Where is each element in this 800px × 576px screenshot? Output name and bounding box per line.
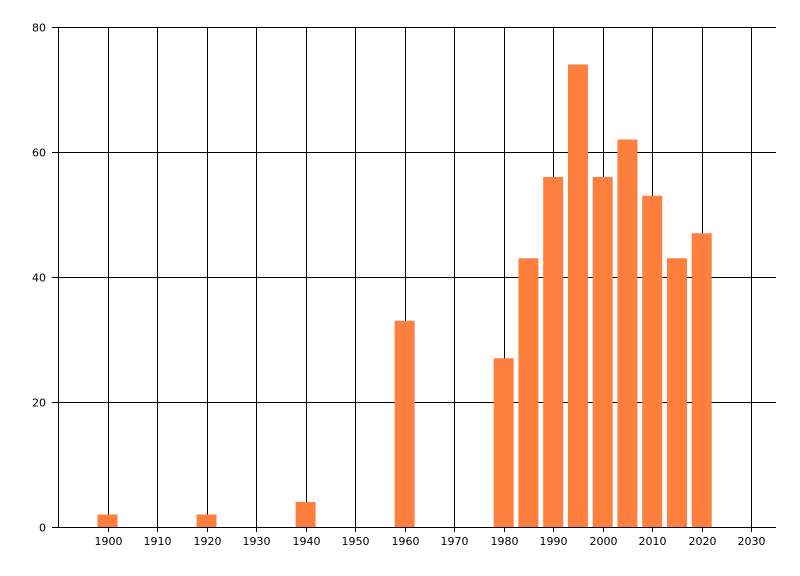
bar <box>666 258 687 527</box>
y-tick-label: 40 <box>32 272 46 285</box>
y-tick-label: 0 <box>39 522 46 535</box>
bar <box>592 177 613 527</box>
bar <box>97 514 118 527</box>
bar <box>196 514 217 527</box>
x-tick-label: 2000 <box>590 535 618 548</box>
x-tick-label: 1900 <box>95 535 123 548</box>
x-tick-label: 2010 <box>639 535 667 548</box>
y-tick-label: 60 <box>32 147 46 160</box>
x-tick-label: 1990 <box>540 535 568 548</box>
y-tick-labels: 0 20 40 60 80 <box>32 22 46 535</box>
bar <box>543 177 564 527</box>
x-tick-label: 1920 <box>194 535 222 548</box>
bar <box>642 195 663 527</box>
x-tick-label: 1930 <box>243 535 271 548</box>
x-tick-label: 1960 <box>392 535 420 548</box>
bar <box>295 502 316 527</box>
x-tick-label: 1970 <box>441 535 469 548</box>
bar <box>617 139 638 527</box>
x-tick-labels: 1900 1910 1920 1930 1940 1950 1960 1970 1980 1990… <box>95 535 766 548</box>
y-tick-label: 80 <box>32 22 46 35</box>
axes <box>52 27 776 532</box>
bars <box>97 64 712 527</box>
x-tick-label: 2020 <box>689 535 717 548</box>
bar <box>567 64 588 527</box>
y-tick-label: 20 <box>32 397 46 410</box>
x-tick-label: 2030 <box>738 535 766 548</box>
bar <box>394 320 415 527</box>
bar <box>691 233 712 527</box>
x-tick-label: 1950 <box>342 535 370 548</box>
bar <box>518 258 539 527</box>
x-tick-label: 1980 <box>491 535 519 548</box>
x-tick-label: 1910 <box>144 535 172 548</box>
bar <box>493 358 514 527</box>
x-tick-label: 1940 <box>293 535 321 548</box>
